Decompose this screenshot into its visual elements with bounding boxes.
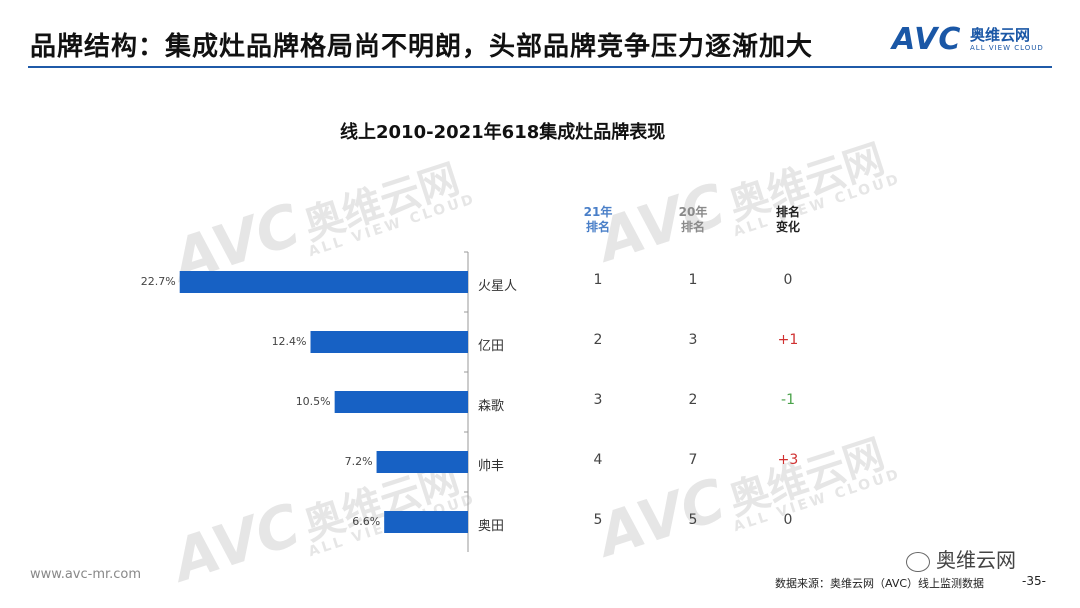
column-header-line: 20年: [678, 205, 708, 219]
rank-change-cell: -1: [781, 392, 795, 408]
footer-url: www.avc-mr.com: [30, 567, 142, 582]
rank-2021-cell: 3: [593, 392, 603, 408]
rank-change-cell: 0: [783, 272, 793, 288]
header-divider: [28, 66, 1052, 68]
column-header-line: 21年: [583, 205, 613, 219]
rank-2021-cell: 1: [593, 272, 603, 288]
column-header-line: 排名: [680, 220, 705, 234]
data-source: 数据来源：奥维云网（AVC）线上监测数据: [775, 577, 985, 590]
brand-logo: AVC 奥维云网 ALL VIEW CLOUD: [892, 22, 1062, 58]
column-header-rank-2021: 21年 排名: [573, 205, 623, 235]
category-label: 帅丰: [478, 459, 505, 474]
rank-2020-cell: 3: [688, 332, 698, 348]
bar: [384, 511, 468, 533]
rank-2021-cell: 4: [593, 452, 603, 468]
column-header-line: 变化: [775, 220, 800, 234]
bar: [334, 391, 468, 413]
rank-change-cell: 0: [783, 512, 793, 528]
bar-value-label: 10.5%: [295, 395, 331, 408]
wechat-badge: 奥维云网: [906, 544, 1016, 573]
category-label: 亿田: [478, 339, 505, 354]
rank-2021-cell: 2: [593, 332, 603, 348]
chart-title: 线上2010-2021年618集成灶品牌表现: [340, 122, 666, 143]
bar-value-label: 7.2%: [344, 455, 373, 468]
bar: [179, 271, 468, 293]
column-header-line: 排名: [585, 220, 610, 234]
bar: [310, 331, 468, 353]
column-header-rank-change: 排名 变化: [763, 205, 813, 235]
category-label: 森歌: [478, 399, 505, 414]
column-header-line: 排名: [775, 205, 800, 219]
wechat-icon: [906, 551, 930, 572]
bar-value-label: 6.6%: [352, 515, 381, 528]
bar-value-label: 22.7%: [140, 275, 176, 288]
logo-en-text: ALL VIEW CLOUD: [970, 44, 1044, 52]
category-label: 火星人: [478, 279, 518, 294]
rank-2020-cell: 1: [688, 272, 698, 288]
bar: [376, 451, 468, 473]
logo-cn-text: 奥维云网: [970, 26, 1031, 44]
rank-2020-cell: 2: [688, 392, 698, 408]
page-title: 品牌结构：集成灶品牌格局尚不明朗，头部品牌竞争压力逐渐加大: [30, 32, 814, 62]
category-label: 奥田: [478, 519, 505, 534]
rank-change-cell: +1: [777, 332, 799, 348]
rank-2021-cell: 5: [593, 512, 603, 528]
rank-change-cell: +3: [777, 452, 799, 468]
page-number: -35-: [1022, 574, 1046, 588]
wechat-label: 奥维云网: [936, 548, 1016, 572]
logo-mark: AVC: [892, 22, 962, 57]
bar-value-label: 12.4%: [271, 335, 307, 348]
rank-2020-cell: 7: [688, 452, 698, 468]
column-header-rank-2020: 20年 排名: [668, 205, 718, 235]
rank-2020-cell: 5: [688, 512, 698, 528]
